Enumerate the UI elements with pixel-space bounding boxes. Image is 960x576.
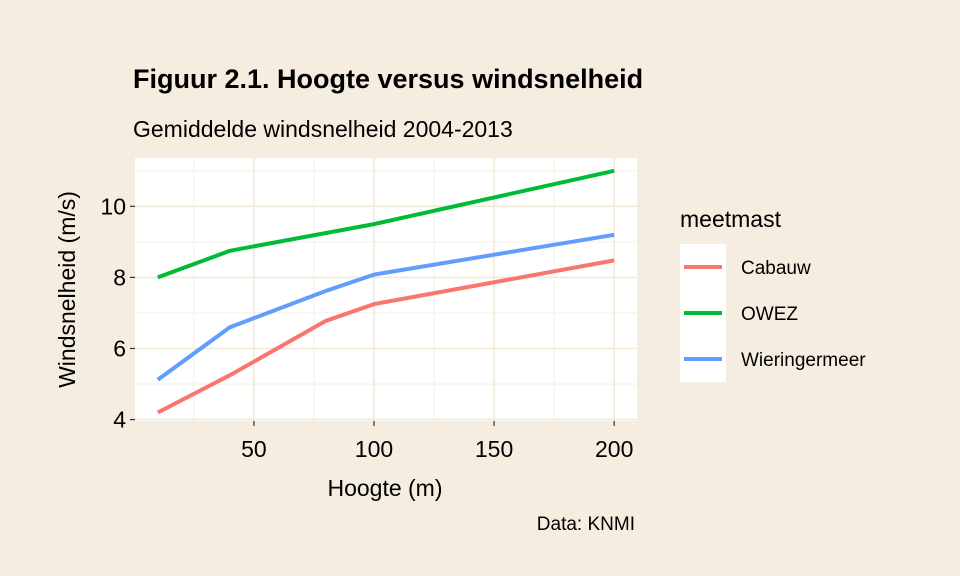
legend-label-cabauw: Cabauw xyxy=(741,258,811,279)
chart-caption: Data: KNMI xyxy=(536,514,635,535)
legend-title: meetmast xyxy=(680,206,782,232)
x-tick-label: 50 xyxy=(241,436,267,462)
y-tick-label: 8 xyxy=(113,264,126,290)
x-tick-label: 100 xyxy=(355,436,393,462)
series-line-owez xyxy=(157,168,615,280)
y-tick-label: 6 xyxy=(113,335,126,361)
x-axis-title: Hoogte (m) xyxy=(327,475,442,501)
y-tick-label: 10 xyxy=(100,193,126,219)
y-tick-label: 4 xyxy=(113,407,126,433)
x-tick-label: 200 xyxy=(595,436,633,462)
chart-title: Figuur 2.1. Hoogte versus windsnelheid xyxy=(133,64,644,94)
series-line-wieringermeer xyxy=(156,232,615,382)
plot-panel xyxy=(135,158,637,421)
legend-label-owez: OWEZ xyxy=(741,304,798,325)
legend-label-wieringermeer: Wieringermeer xyxy=(741,350,866,371)
x-tick-label: 150 xyxy=(475,436,513,462)
series-line-cabauw xyxy=(156,258,615,415)
chart-subtitle: Gemiddelde windsnelheid 2004-2013 xyxy=(133,116,513,142)
y-axis-title: Windsnelheid (m/s) xyxy=(54,191,80,388)
